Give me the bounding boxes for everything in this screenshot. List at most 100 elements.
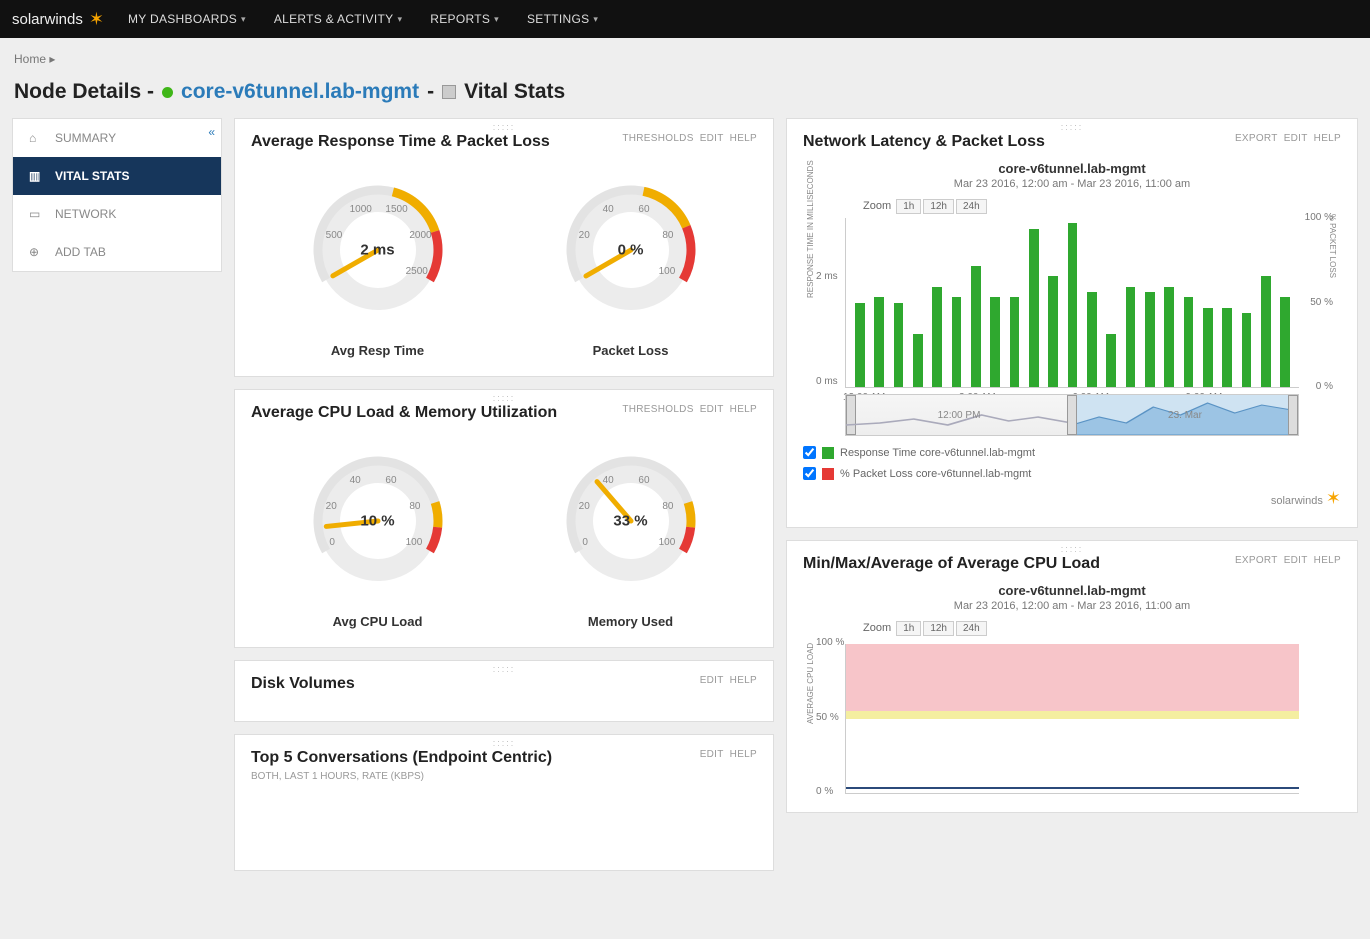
chart-subtitle: Mar 23 2016, 12:00 am - Mar 23 2016, 11:… xyxy=(803,600,1341,612)
sidebar-item-summary[interactable]: ⌂ SUMMARY xyxy=(13,119,221,157)
bar xyxy=(1087,292,1097,387)
zoom-24h[interactable]: 24h xyxy=(956,199,987,214)
edit-link[interactable]: EDIT xyxy=(1284,555,1308,566)
help-link[interactable]: HELP xyxy=(1314,555,1341,566)
gauge: 10 %020406080100Avg CPU Load xyxy=(303,446,453,629)
gauge: 33 %020406080100Memory Used xyxy=(556,446,706,629)
legend-text: % Packet Loss core-v6tunnel.lab-mgmt xyxy=(840,468,1031,480)
help-link[interactable]: HELP xyxy=(730,675,757,686)
gauge-value: 33 % xyxy=(613,513,647,530)
network-icon: ▭ xyxy=(29,207,43,221)
topmenu-alerts[interactable]: ALERTS & ACTIVITY▾ xyxy=(274,12,402,26)
zoom-12h[interactable]: 12h xyxy=(923,621,954,636)
zoom-1h[interactable]: 1h xyxy=(896,621,921,636)
bar xyxy=(855,303,865,388)
cpu-line xyxy=(846,787,1299,789)
gauge-tick: 100 xyxy=(406,537,423,548)
export-link[interactable]: EXPORT xyxy=(1235,133,1278,144)
gauges-row: 10 %020406080100Avg CPU Load33 %02040608… xyxy=(251,446,757,629)
thresholds-link[interactable]: THRESHOLDS xyxy=(622,404,693,415)
help-link[interactable]: HELP xyxy=(1314,133,1341,144)
range-handle-mid[interactable] xyxy=(1067,395,1077,435)
export-link[interactable]: EXPORT xyxy=(1235,555,1278,566)
gauges-row: 2 ms5001000150020002500Avg Resp Time0 %2… xyxy=(251,175,757,358)
sidebar-item-add-tab[interactable]: ⊕ ADD TAB xyxy=(13,233,221,271)
conversations-body xyxy=(251,792,757,852)
gauge-label: Memory Used xyxy=(556,614,706,629)
gauge-tick: 80 xyxy=(409,501,420,512)
edit-link[interactable]: EDIT xyxy=(700,404,724,415)
y-axis-label: AVERAGE CPU LOAD xyxy=(806,643,815,724)
sidebar-item-label: SUMMARY xyxy=(55,131,116,145)
zoom-1h[interactable]: 1h xyxy=(896,199,921,214)
brand-text: solarwinds xyxy=(12,11,83,28)
gauge-tick: 80 xyxy=(662,501,673,512)
panel-response-time: ::::: Average Response Time & Packet Los… xyxy=(234,118,774,377)
gauge-tick: 0 xyxy=(582,537,588,548)
bar xyxy=(971,266,981,387)
gauge-tick: 40 xyxy=(603,204,614,215)
sidebar-collapse-icon[interactable]: « xyxy=(208,125,215,139)
breadcrumb-home[interactable]: Home xyxy=(14,52,46,66)
panel-disk-volumes: ::::: Disk Volumes EDIT HELP xyxy=(234,660,774,722)
node-link[interactable]: core-v6tunnel.lab-mgmt xyxy=(181,80,419,104)
y-tick: 100 % xyxy=(1305,212,1333,223)
chart-band xyxy=(846,719,1299,794)
topmenu-settings[interactable]: SETTINGS▾ xyxy=(527,12,598,26)
bar xyxy=(1106,334,1116,387)
edit-link[interactable]: EDIT xyxy=(700,133,724,144)
zoom-label: Zoom xyxy=(863,622,891,634)
bar xyxy=(1222,308,1232,387)
help-link[interactable]: HELP xyxy=(730,404,757,415)
bar xyxy=(1184,297,1194,387)
gauge-tick: 20 xyxy=(326,501,337,512)
edit-link[interactable]: EDIT xyxy=(700,749,724,760)
brand-mark-icon: ✶ xyxy=(89,9,104,30)
range-handle-right[interactable] xyxy=(1288,395,1298,435)
zoom-24h[interactable]: 24h xyxy=(956,621,987,636)
card-title: Average CPU Load & Memory Utilization xyxy=(251,404,557,422)
card-title: Min/Max/Average of Average CPU Load xyxy=(803,555,1100,573)
gauge-value: 10 % xyxy=(360,513,394,530)
y-tick: 50 % xyxy=(816,712,839,723)
bar xyxy=(1242,313,1252,387)
brand: solarwinds ✶ xyxy=(12,9,104,30)
drag-handle-icon[interactable]: ::::: xyxy=(493,122,516,132)
topmenu-dashboards[interactable]: MY DASHBOARDS▾ xyxy=(128,12,246,26)
bar xyxy=(1029,229,1039,387)
topmenu-label: SETTINGS xyxy=(527,12,589,26)
breadcrumb: Home ▸ xyxy=(0,38,1370,72)
edit-link[interactable]: EDIT xyxy=(1284,133,1308,144)
help-link[interactable]: HELP xyxy=(730,749,757,760)
gauge-tick: 20 xyxy=(579,501,590,512)
latency-chart: RESPONSE TIME IN MILLISECONDS % PACKET L… xyxy=(845,218,1299,388)
y-axis-left-label: RESPONSE TIME IN MILLISECONDS xyxy=(806,160,815,298)
gauge-label: Packet Loss xyxy=(556,343,706,358)
range-right-label: 23. Mar xyxy=(1168,410,1202,421)
panel-cpu-history: ::::: Min/Max/Average of Average CPU Loa… xyxy=(786,540,1358,813)
zoom-12h[interactable]: 12h xyxy=(923,199,954,214)
card-title: Average Response Time & Packet Loss xyxy=(251,133,550,151)
chart-title: core-v6tunnel.lab-mgmt xyxy=(803,161,1341,176)
sidebar-item-vital-stats[interactable]: ▥ VITAL STATS xyxy=(13,157,221,195)
drag-handle-icon[interactable]: ::::: xyxy=(493,664,516,674)
legend-text: Response Time core-v6tunnel.lab-mgmt xyxy=(840,447,1035,459)
topmenu-reports[interactable]: REPORTS▾ xyxy=(430,12,499,26)
drag-handle-icon[interactable]: ::::: xyxy=(493,393,516,403)
legend-checkbox[interactable] xyxy=(803,467,816,480)
legend-checkbox[interactable] xyxy=(803,446,816,459)
gauge-tick: 60 xyxy=(638,204,649,215)
zoom-row: Zoom 1h12h24h xyxy=(863,200,1341,212)
help-link[interactable]: HELP xyxy=(730,133,757,144)
gauge-tick: 0 xyxy=(329,537,335,548)
drag-handle-icon[interactable]: ::::: xyxy=(1061,122,1084,132)
drag-handle-icon[interactable]: ::::: xyxy=(1061,544,1084,554)
drag-handle-icon[interactable]: ::::: xyxy=(493,738,516,748)
thresholds-link[interactable]: THRESHOLDS xyxy=(622,133,693,144)
bar xyxy=(1261,276,1271,387)
range-selector[interactable]: 12:00 PM 23. Mar xyxy=(845,394,1299,436)
sidebar-item-network[interactable]: ▭ NETWORK xyxy=(13,195,221,233)
edit-link[interactable]: EDIT xyxy=(700,675,724,686)
top-menu: MY DASHBOARDS▾ ALERTS & ACTIVITY▾ REPORT… xyxy=(128,12,598,26)
title-prefix: Node Details - xyxy=(14,80,154,104)
